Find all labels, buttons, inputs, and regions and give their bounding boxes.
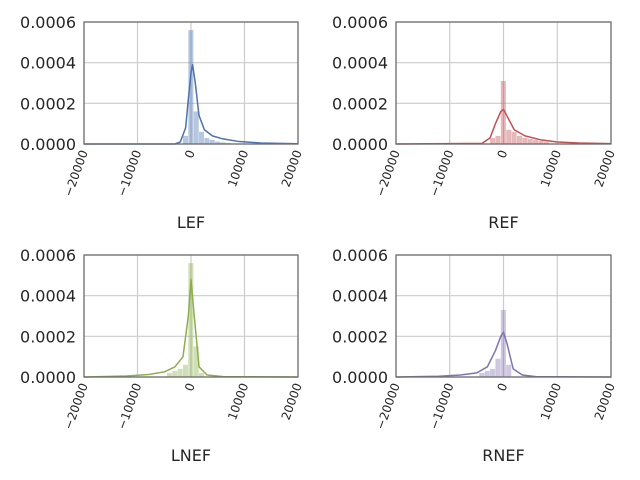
- histogram-bar: [166, 372, 172, 377]
- histogram-bar: [193, 346, 199, 377]
- x-tick-label: 0: [495, 148, 511, 160]
- axes-frame: [83, 21, 299, 145]
- histogram-bar: [500, 80, 506, 144]
- x-tick-label: −20000: [61, 148, 91, 198]
- histogram-bar: [209, 139, 215, 144]
- y-tick-label: 0.0006: [332, 13, 388, 32]
- y-tick-label: 0.0006: [20, 13, 76, 32]
- histogram-bar: [484, 370, 490, 377]
- x-axis-label: REF: [488, 213, 518, 232]
- histogram-bar: [220, 142, 226, 144]
- x-tick-label: −20000: [373, 148, 403, 198]
- y-tick-label: 0.0002: [20, 327, 76, 346]
- x-tick-label: 20000: [592, 381, 618, 422]
- histogram-bar: [188, 30, 194, 145]
- y-tick-label: 0.0002: [20, 94, 76, 113]
- x-axis-label: LEF: [177, 213, 205, 232]
- axes-frame: [83, 254, 299, 378]
- y-tick-label: 0.0004: [20, 54, 76, 73]
- histogram-bar: [506, 364, 512, 377]
- subplot-lnef: 0.0000 0.0002 0.0004 0.0006 −20000 −10000 0 100…: [20, 246, 305, 465]
- x-axis-label: LNEF: [171, 446, 211, 465]
- y-tick-label: 0.0006: [332, 246, 388, 265]
- y-tick-label: 0.0006: [20, 246, 76, 265]
- axes-frame: [395, 254, 612, 378]
- subplot-lef: 0.0000 0.0002 0.0004 0.0006 −20000 −10000 0 100…: [20, 13, 305, 232]
- kde-line: [83, 278, 299, 378]
- y-tick-label: 0.0004: [332, 287, 388, 306]
- x-tick-label: −20000: [373, 381, 403, 431]
- x-tick-label: 10000: [538, 148, 564, 189]
- histogram-bar: [177, 368, 183, 377]
- y-tick-label: 0.0000: [332, 368, 388, 387]
- histogram-bar: [495, 135, 501, 144]
- x-tick-label: −10000: [115, 381, 145, 431]
- histogram-bar: [500, 309, 506, 377]
- histogram-bar: [204, 137, 210, 144]
- x-tick-label: −10000: [427, 148, 457, 198]
- y-tick-label: 0.0000: [20, 135, 76, 154]
- y-tick-label: 0.0002: [332, 94, 388, 113]
- histogram-bar: [188, 263, 194, 377]
- histogram-bar: [538, 140, 544, 144]
- y-tick-label: 0.0004: [332, 54, 388, 73]
- histogram-bar: [199, 131, 205, 144]
- histogram-bar: [479, 372, 485, 377]
- x-tick-label: −10000: [115, 148, 145, 198]
- y-tick-label: 0.0000: [332, 135, 388, 154]
- x-tick-label: 10000: [225, 148, 251, 189]
- x-tick-label: 0: [495, 381, 511, 393]
- subplot-ref: 0.0000 0.0002 0.0004 0.0006 −20000 −10000 0 100…: [332, 13, 618, 232]
- kde-line: [395, 108, 612, 145]
- histogram-bar: [506, 129, 512, 144]
- x-tick-label: 20000: [279, 148, 305, 189]
- histogram-bar: [172, 370, 178, 377]
- histogram-bar: [527, 138, 533, 144]
- x-tick-label: 0: [182, 381, 198, 393]
- x-tick-label: 0: [182, 148, 198, 160]
- x-tick-label: 10000: [538, 381, 564, 422]
- histogram-bar: [490, 137, 496, 144]
- histogram-bar: [516, 135, 523, 144]
- x-tick-label: 10000: [225, 381, 251, 422]
- x-tick-label: −20000: [61, 381, 91, 431]
- x-tick-label: −10000: [427, 381, 457, 431]
- kde-line: [84, 63, 299, 145]
- axes-frame: [395, 21, 612, 145]
- histogram-bar: [215, 141, 221, 144]
- histogram-bar: [522, 137, 528, 144]
- histogram-bar: [511, 131, 517, 144]
- histogram-bar: [533, 139, 539, 144]
- kde-line: [395, 331, 612, 378]
- x-axis-label: RNEF: [482, 446, 524, 465]
- x-tick-label: 20000: [592, 148, 618, 189]
- histogram-bar: [495, 358, 501, 377]
- histogram-bar: [193, 111, 199, 144]
- histogram-bar: [543, 141, 549, 144]
- histogram-bar: [490, 368, 496, 377]
- x-tick-label: 20000: [279, 381, 305, 422]
- subplot-rnef: 0.0000 0.0002 0.0004 0.0006 −20000 −10000 0 100…: [332, 246, 618, 465]
- y-tick-label: 0.0002: [332, 327, 388, 346]
- y-tick-label: 0.0000: [20, 368, 76, 387]
- histogram-bar: [182, 135, 189, 144]
- y-tick-label: 0.0004: [20, 287, 76, 306]
- histogram-bar: [182, 364, 189, 377]
- histogram-bar: [199, 372, 205, 377]
